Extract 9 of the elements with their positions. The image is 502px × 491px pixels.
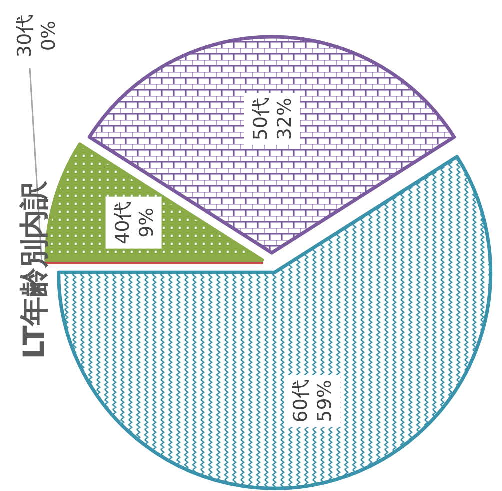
slice-label: 60代 bbox=[290, 380, 312, 423]
data-label: 9% bbox=[136, 208, 158, 238]
text: LT年齢別内訳 bbox=[17, 180, 51, 360]
text: 0% bbox=[38, 20, 60, 52]
data-label: 32% bbox=[274, 98, 296, 140]
slice-label: 40代 bbox=[112, 201, 134, 244]
slice-label: 50代 bbox=[250, 97, 272, 141]
category-label: 30代 bbox=[14, 14, 36, 58]
data-label: 59% bbox=[314, 380, 336, 422]
